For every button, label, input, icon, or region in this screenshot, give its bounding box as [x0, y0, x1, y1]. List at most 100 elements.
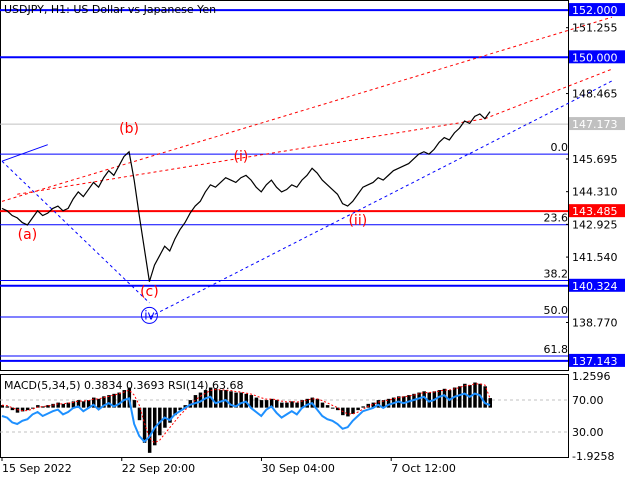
y-tick-label: 137.143	[572, 355, 618, 368]
macd-bar	[41, 406, 45, 408]
macd-bar	[320, 402, 325, 408]
macd-bar	[61, 403, 65, 408]
indicator-title: MACD(5,34,5) 0.3834 0.3693 RSI(14) 63.68	[4, 379, 243, 392]
y-tick-label: 147.173	[572, 118, 618, 131]
levels-layer: 0.0 23.6 38.2 50.0 61.8	[0, 9, 569, 362]
macd-bar	[488, 398, 492, 408]
indicator-tick-label: 1.2596	[572, 370, 611, 383]
indicator-tick-label: 30.00	[572, 426, 604, 439]
macd-bar	[214, 388, 218, 408]
macd-bar	[427, 392, 431, 408]
chart-title: USDJPY, H1: US Dollar vs Japanese Yen	[4, 3, 216, 16]
wave-label: (b)	[119, 121, 139, 137]
macd-bar	[10, 407, 15, 411]
macd-bar	[193, 395, 198, 408]
wave-label: (a)	[18, 227, 38, 243]
macd-bar	[219, 390, 223, 408]
macd-bar	[305, 398, 309, 408]
y-tick-label: 150.000	[572, 51, 618, 64]
macd-bar	[422, 391, 426, 408]
indicator-tick-label: 70.00	[572, 394, 604, 407]
macd-bar	[51, 403, 55, 408]
macd-bar	[346, 407, 350, 417]
macd-bar	[20, 407, 25, 412]
macd-bar	[249, 395, 254, 408]
y-tick-label: 151.255	[572, 22, 618, 35]
fib-label: 38.2	[544, 267, 569, 280]
y-tick-label: 148.465	[572, 88, 618, 101]
trend-line	[17, 118, 485, 195]
macd-bar	[112, 393, 116, 408]
y-axis: 152.000 151.255 150.000 148.465 147.173 145.6…	[566, 3, 625, 368]
macd-bar	[0, 405, 4, 408]
trend-line	[484, 68, 613, 120]
level-badge	[569, 50, 625, 64]
macd-bar	[224, 390, 228, 408]
x-tick-label: 15 Sep 2022	[2, 462, 72, 475]
macd-bar	[234, 392, 238, 408]
macd-bar	[463, 383, 467, 408]
wave-labels-layer: (a) (b) (c) iv (i) (ii)	[18, 121, 367, 324]
macd-bar	[315, 398, 320, 408]
macd-bar	[356, 407, 360, 411]
macd-bar	[25, 407, 30, 411]
macd-bar	[137, 407, 142, 421]
y-tick-label: 138.770	[572, 316, 618, 329]
x-axis: 15 Sep 2022 22 Sep 20:00 30 Sep 04:00 7 Oct…	[1, 457, 456, 475]
macd-bar	[183, 405, 187, 408]
macd-bar	[275, 400, 279, 408]
macd-bar	[239, 392, 243, 408]
y-tick-label: 145.695	[572, 153, 618, 166]
macd-bar	[269, 398, 274, 408]
macd-bar	[102, 396, 106, 408]
macd-bar	[381, 400, 386, 408]
x-tick-label: 22 Sep 20:00	[122, 462, 195, 475]
trend-line	[1, 16, 613, 202]
macd-bar	[386, 398, 391, 408]
trend-line	[1, 160, 150, 304]
macd-bar	[173, 407, 177, 416]
macd-bar	[66, 402, 71, 408]
x-tick-label: 7 Oct 12:00	[391, 462, 456, 475]
macd-bar	[117, 392, 121, 408]
y-tick-label: 143.485	[572, 205, 618, 218]
channel-layer	[1, 16, 613, 318]
macd-bar	[264, 400, 269, 408]
macd-bar	[458, 386, 462, 408]
macd-bar	[254, 397, 259, 408]
macd-bar	[198, 392, 203, 408]
fib-label: 61.8	[544, 343, 569, 356]
indicator-layer: 1.2596 70.00 30.00 -1.9258	[0, 370, 614, 463]
macd-bar	[142, 407, 147, 443]
macd-bar	[437, 390, 442, 408]
trend-line	[149, 80, 613, 318]
x-tick-label: 30 Sep 04:00	[261, 462, 334, 475]
macd-bar	[132, 400, 137, 408]
current-price-badge	[569, 117, 625, 131]
level-badge	[569, 278, 625, 292]
wave-label: (c)	[140, 284, 159, 300]
wave-label: (i)	[234, 149, 249, 165]
macd-bar	[351, 407, 355, 414]
fib-label: 50.0	[544, 304, 569, 317]
fib-label: 0.0	[551, 141, 569, 154]
macd-bar	[81, 401, 86, 408]
price-layer	[1, 111, 491, 282]
macd-bar	[178, 407, 182, 411]
level-badge	[569, 204, 625, 218]
macd-bar	[285, 402, 289, 408]
macd-bar	[46, 405, 50, 408]
macd-bar	[5, 406, 10, 408]
macd-bar	[229, 391, 233, 408]
main-pane-frame	[0, 0, 569, 371]
macd-bar	[107, 395, 111, 408]
trend-line	[1, 144, 48, 162]
macd-bar	[76, 400, 81, 408]
macd-bar	[361, 406, 365, 408]
macd-bar	[290, 401, 294, 408]
macd-bar	[31, 407, 35, 409]
rsi-line	[1, 392, 491, 444]
macd-bar	[92, 397, 96, 408]
